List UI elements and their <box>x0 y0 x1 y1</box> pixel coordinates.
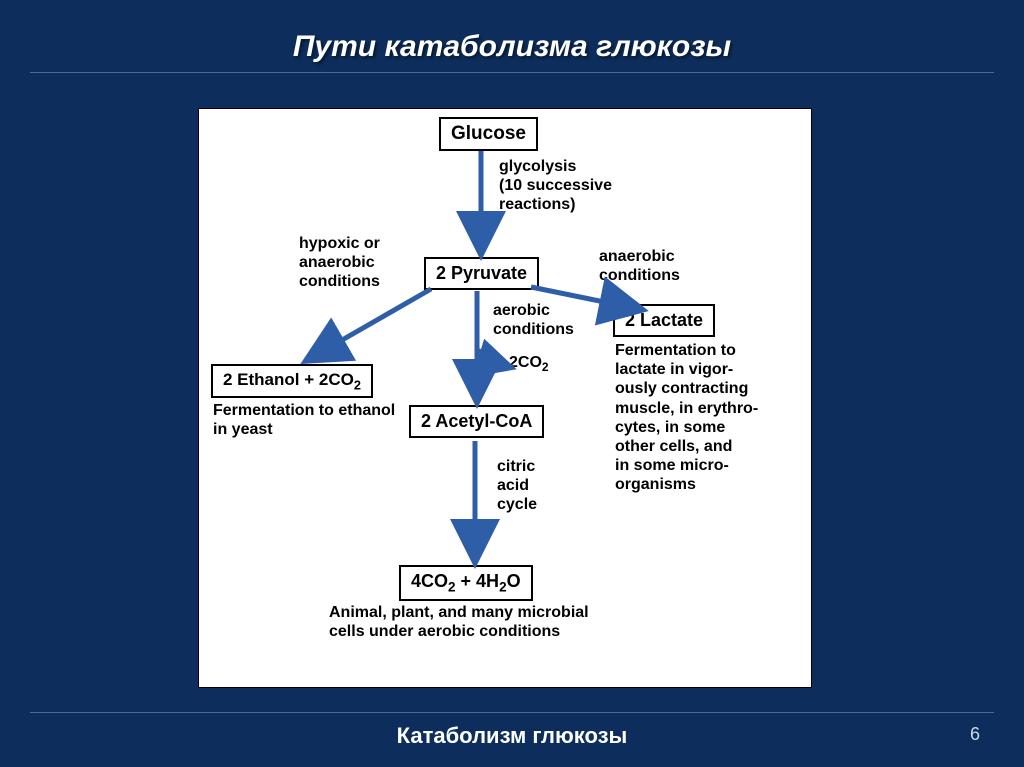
slide-title: Пути катаболизма глюкозы <box>0 30 1024 64</box>
title-divider <box>30 72 994 73</box>
arrow-glucose-pyruvate <box>199 109 811 687</box>
footer-divider <box>30 712 994 713</box>
slide-footer: Катаболизм глюкозы <box>0 723 1024 749</box>
page-number: 6 <box>970 724 980 745</box>
flowchart-diagram: Glucose 2 Pyruvate 2 Ethanol + 2CO2 2 La… <box>198 108 812 688</box>
